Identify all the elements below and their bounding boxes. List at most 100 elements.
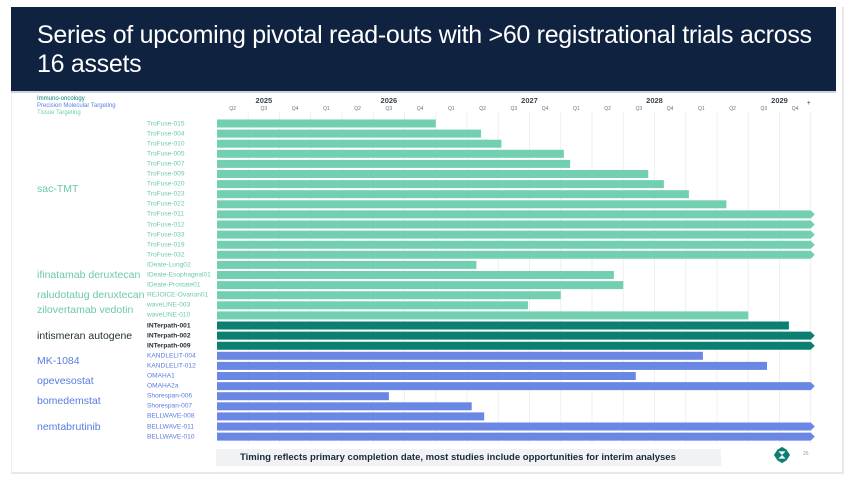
gantt-bar-open-ended [217, 432, 815, 441]
trial-label: TroFuse-011 [147, 210, 185, 218]
quarter-tick-label: Q4 [417, 106, 424, 112]
gantt-bar [217, 372, 636, 380]
gantt-bar [217, 311, 749, 320]
gantt-bar [217, 281, 624, 290]
gantt-bar-open-ended [217, 382, 815, 391]
legend-item-immuno-oncology: Immuno-oncology [37, 96, 85, 102]
year-label: 2028 [646, 96, 663, 105]
legend-item-tissue-targeting: Tissue Targeting [37, 110, 81, 116]
asset-label: ifinatamab deruxtecan [37, 269, 141, 281]
quarter-tick-label: Q3 [511, 106, 518, 112]
quarter-tick-label: Q2 [729, 106, 736, 112]
trial-label: TroFuse-015 [147, 120, 185, 127]
gantt-bar [217, 139, 502, 148]
trial-label: IDeate-Esophageal01 [147, 271, 211, 279]
trial-label: OMAHA2a [147, 382, 179, 390]
gantt-bar [217, 200, 727, 209]
asset-label: nemtabrutinib [37, 420, 101, 433]
trial-label: BELLWAVE-008 [147, 412, 195, 420]
quarter-tick-label: Q3 [761, 106, 768, 112]
trial-label: INTerpath-002 [147, 332, 191, 340]
trial-label: IDeate-Prostate01 [147, 281, 201, 289]
gantt-bar [217, 170, 649, 178]
quarter-tick-label: Q2 [354, 106, 361, 112]
legend: Immuno-oncology Precision Molecular Targ… [37, 96, 116, 117]
gantt-bar-open-ended [217, 210, 815, 219]
gantt-bar-open-ended [217, 220, 815, 229]
gantt-bar [217, 271, 614, 279]
gantt-bar-open-ended [217, 331, 815, 340]
gantt-bar [217, 321, 789, 330]
quarter-tick-label: Q4 [792, 106, 799, 112]
quarter-tick-label: Q2 [479, 106, 486, 112]
trial-label: TroFuse-023 [147, 190, 185, 198]
trial-label: TroFuse-005 [147, 150, 185, 158]
slide-header: Series of upcoming pivotal read-outs wit… [11, 7, 836, 93]
footnote-box [216, 449, 721, 466]
trial-label: TroFuse-019 [147, 241, 185, 249]
quarter-tick-label: Q2 [604, 106, 611, 112]
trial-label: Shorespan-007 [147, 402, 193, 410]
slide-title: Series of upcoming pivotal read-outs wit… [37, 21, 812, 78]
trial-label: TroFuse-010 [147, 140, 185, 148]
quarter-tick-label: Q2 [229, 106, 236, 112]
asset-label: zilovertamab vedotin [37, 304, 134, 317]
trial-label: INTerpath-009 [147, 342, 191, 350]
beyond-label: + [807, 100, 811, 107]
trial-label: OMAHA1 [147, 372, 175, 380]
gantt-bar [217, 149, 564, 158]
gantt-bar [217, 412, 485, 421]
page-number: 26 [803, 451, 809, 457]
trial-label: TroFuse-022 [147, 200, 185, 208]
quarter-tick-label: Q3 [261, 106, 268, 112]
gantt-bar [217, 180, 664, 189]
quarter-tick-label: Q4 [292, 106, 299, 112]
trial-label: waveLINE-010 [147, 311, 191, 319]
gantt-bar [217, 129, 482, 138]
company-logo-icon [773, 446, 791, 464]
quarter-tick-label: Q3 [636, 106, 643, 112]
trial-label: TroFuse-007 [147, 160, 185, 168]
gantt-bar-open-ended [217, 422, 815, 431]
trial-label: KANDLELIT-012 [147, 362, 196, 370]
quarter-tick-label: Q4 [667, 106, 674, 112]
footnote: Timing reflects primary completion date,… [240, 452, 676, 463]
quarter-tick-label: Q3 [386, 106, 393, 112]
gantt-bar [217, 159, 571, 168]
trial-label: BELLWAVE-010 [147, 433, 195, 441]
legend-item-precision-molecular-targeting: Precision Molecular Targeting [37, 103, 116, 109]
year-label: 2026 [381, 96, 398, 105]
gantt-bar [217, 402, 472, 411]
gantt-bar [217, 301, 528, 310]
gantt-bar-open-ended [217, 250, 815, 259]
year-label: 2027 [521, 96, 538, 105]
gantt-bar [217, 119, 436, 128]
asset-label: sac-TMT [37, 183, 79, 196]
quarter-tick-label: Q1 [323, 106, 330, 112]
trial-label: INTerpath-001 [147, 322, 191, 329]
trial-label: REJOICE-Ovarian01 [147, 291, 209, 299]
gantt-bar-open-ended [217, 341, 815, 350]
trial-label: TroFuse-012 [147, 221, 185, 228]
gantt-bar [217, 351, 703, 360]
trial-label: TroFuse-009 [147, 170, 185, 178]
trial-label: TroFuse-020 [147, 180, 185, 188]
year-label: 2029 [771, 96, 788, 105]
asset-label: opevesostat [37, 375, 94, 388]
trial-label: waveLINE-003 [147, 301, 191, 309]
trial-label: BELLWAVE-011 [147, 423, 195, 430]
trial-label: TroFuse-004 [147, 130, 185, 138]
gantt-bar [217, 190, 689, 199]
trial-label: Shorespan-006 [147, 392, 193, 400]
trial-label: TroFuse-033 [147, 231, 185, 239]
gantt-bar-open-ended [217, 240, 815, 249]
asset-label: intismeran autogene [37, 329, 133, 342]
quarter-tick-label: Q1 [573, 106, 580, 112]
trial-label: IDeate-Lung02 [147, 261, 191, 269]
gantt-bar [217, 392, 389, 401]
asset-label: bomedemstat [37, 395, 101, 408]
gantt-bar [217, 291, 561, 300]
quarter-tick-label: Q1 [698, 106, 705, 112]
gantt-bar-open-ended [217, 230, 815, 239]
